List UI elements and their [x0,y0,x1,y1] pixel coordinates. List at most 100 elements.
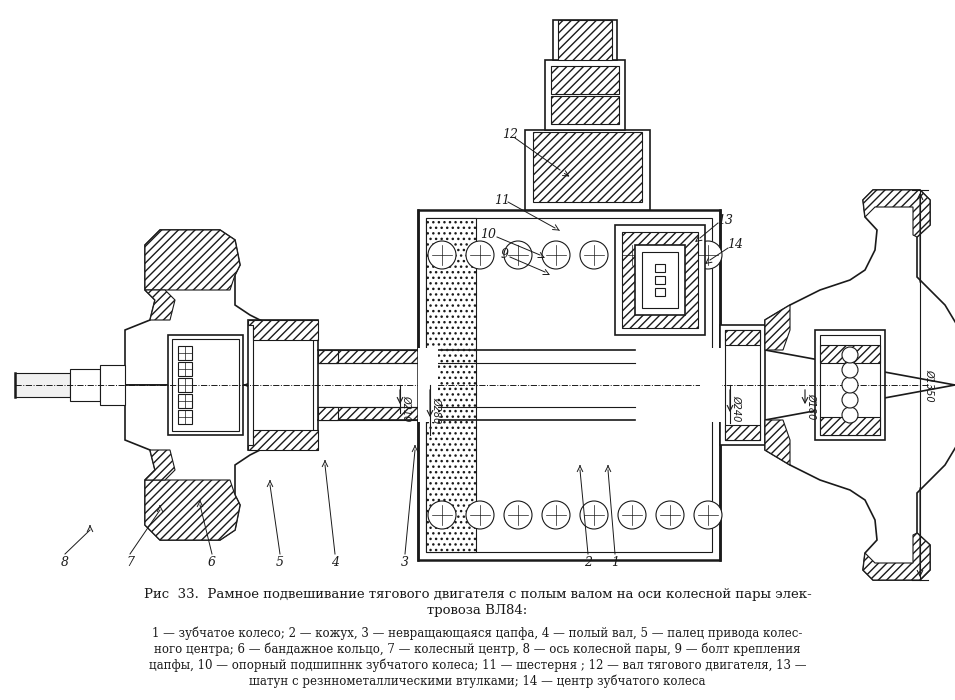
Polygon shape [248,320,318,340]
Bar [15,373,70,397]
Circle shape [842,377,858,393]
Text: 1 — зубчатое колесо; 2 — кожух, 3 — невращающаяся цапфа, 4 — полый вал, 5 — пале: 1 — зубчатое колесо; 2 — кожух, 3 — невр… [152,626,803,640]
Circle shape [618,241,646,269]
Text: 12: 12 [502,129,518,141]
Circle shape [466,501,494,529]
Text: Ø280: Ø280 [432,397,442,424]
Text: 8: 8 [61,556,69,568]
Polygon shape [863,533,930,580]
Bar [70,369,100,401]
Bar [725,330,760,440]
Bar [418,210,720,560]
Circle shape [694,501,722,529]
Circle shape [542,501,570,529]
Bar [635,245,685,315]
Bar [178,410,192,424]
Circle shape [842,407,858,423]
Bar [318,407,635,420]
Text: 11: 11 [494,193,510,206]
Bar [178,394,192,408]
Polygon shape [318,350,338,363]
Bar [700,348,722,422]
Bar [815,330,885,440]
Polygon shape [125,385,275,540]
Circle shape [466,241,494,269]
Bar [655,276,665,284]
Bar [253,325,313,445]
Text: Ø210: Ø210 [402,395,412,421]
Text: 4: 4 [331,556,339,568]
Bar [642,252,678,308]
Text: 7: 7 [126,556,134,568]
Polygon shape [145,480,240,540]
Bar [100,365,125,405]
Circle shape [504,501,532,529]
Circle shape [618,501,646,529]
Text: 14: 14 [727,239,743,251]
Polygon shape [765,420,790,465]
Bar [553,20,617,60]
Bar [820,417,880,435]
Text: 3: 3 [401,556,409,568]
Polygon shape [145,230,240,290]
Polygon shape [765,385,955,580]
Bar [725,330,760,345]
Text: цапфы, 10 — опорный подшипннк зубчатого колеса; 11 — шестерня ; 12 — вал тяговог: цапфы, 10 — опорный подшипннк зубчатого … [149,658,806,671]
Circle shape [504,241,532,269]
Bar [615,225,705,335]
Text: тровоза ВЛ84:: тровоза ВЛ84: [428,604,527,617]
Circle shape [656,241,684,269]
Polygon shape [318,407,338,420]
Polygon shape [248,430,318,450]
Bar [551,96,619,124]
Bar [426,218,476,552]
Bar [426,218,712,552]
Bar [178,362,192,376]
Polygon shape [765,190,955,385]
Bar [418,348,438,422]
Polygon shape [145,450,175,480]
Text: Ø180: Ø180 [807,393,817,419]
Circle shape [580,501,608,529]
Polygon shape [145,290,175,320]
Circle shape [542,241,570,269]
Text: 10: 10 [480,228,496,242]
Circle shape [580,241,608,269]
Circle shape [842,362,858,378]
Polygon shape [863,190,930,237]
Text: Рис  33.  Рамное подвешивание тягового двигателя с полым валом на оси колесной п: Рис 33. Рамное подвешивание тягового дви… [143,588,812,601]
Polygon shape [125,230,275,385]
Circle shape [694,241,722,269]
Bar [533,132,642,202]
Bar [820,345,880,363]
Circle shape [428,501,456,529]
Circle shape [842,392,858,408]
Circle shape [842,347,858,363]
Bar [725,425,760,440]
Text: Ø1350: Ø1350 [925,369,935,401]
Text: Ø240: Ø240 [732,395,742,421]
Bar [168,335,243,435]
Circle shape [656,501,684,529]
Bar [248,320,318,450]
Bar [178,378,192,392]
Bar [551,66,619,94]
Bar [172,339,239,431]
Bar [720,325,765,445]
Bar [318,350,635,363]
Bar [820,335,880,435]
Text: 13: 13 [717,214,733,227]
Bar [545,60,625,130]
Bar [558,20,612,60]
Bar [655,264,665,272]
Text: 5: 5 [276,556,284,568]
Bar [178,346,192,360]
Circle shape [428,241,456,269]
Text: ного центра; 6 — бандажное кольцо, 7 — колесный центр, 8 — ось колесной пары, 9 : ного центра; 6 — бандажное кольцо, 7 — к… [155,642,800,655]
Text: 2: 2 [584,556,592,568]
Text: 6: 6 [208,556,216,568]
Bar [525,130,650,210]
Bar [622,232,698,328]
Text: шатун с резннометаллическими втулками; 14 — центр зубчатого колеса: шатун с резннометаллическими втулками; 1… [249,674,706,687]
Bar [655,288,665,296]
